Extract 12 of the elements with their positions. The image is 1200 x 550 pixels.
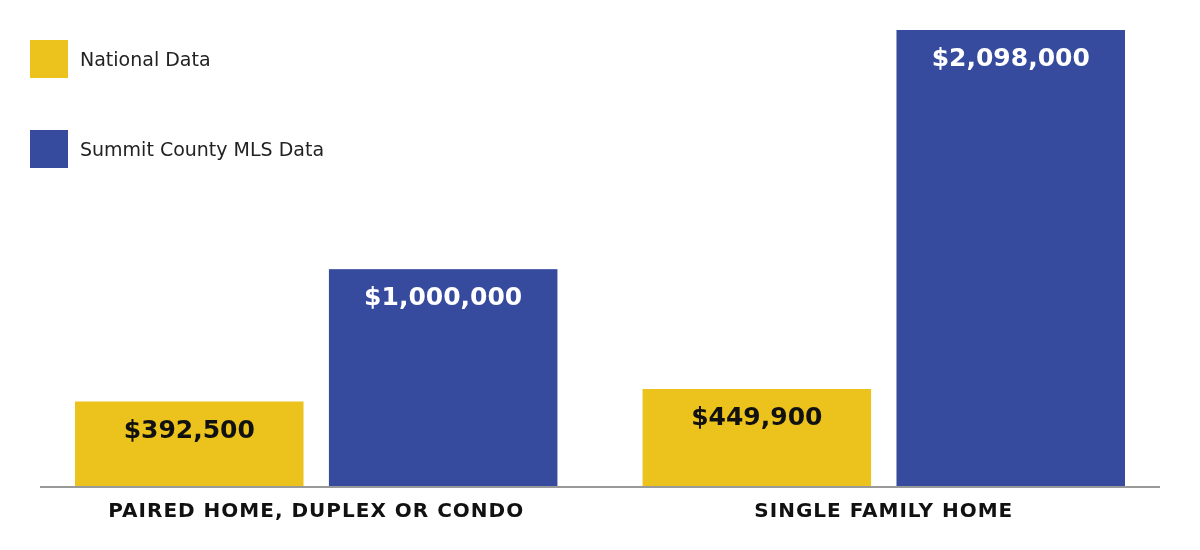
bar bbox=[75, 401, 304, 487]
legend-label: National Data bbox=[80, 48, 211, 70]
legend-label: Summit County MLS Data bbox=[80, 138, 325, 160]
bar bbox=[642, 389, 872, 487]
data-label: $2,098,000 bbox=[931, 43, 1090, 72]
data-label: $1,000,000 bbox=[364, 282, 523, 312]
x-tick-label: PAIRED HOME, DUPLEX OR CONDO bbox=[108, 498, 525, 522]
data-label: $392,500 bbox=[123, 414, 255, 444]
bar bbox=[328, 269, 558, 487]
bar bbox=[896, 30, 1125, 487]
data-label: $449,900 bbox=[691, 402, 823, 431]
x-tick-label: SINGLE FAMILY HOME bbox=[754, 498, 1014, 522]
